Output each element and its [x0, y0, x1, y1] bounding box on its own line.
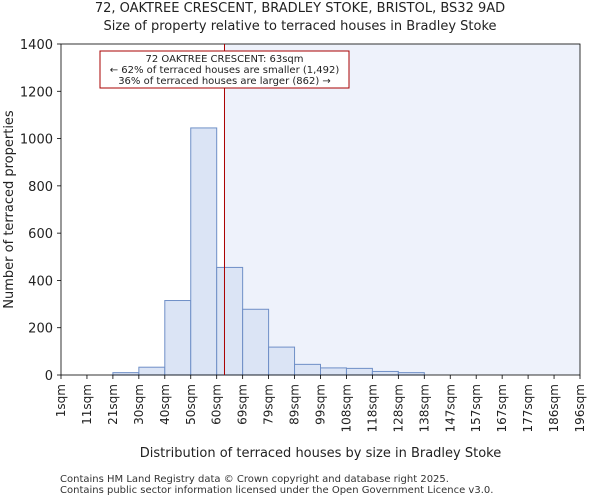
bar	[371, 370, 399, 376]
x-tick-label: 128sqm	[391, 384, 405, 432]
x-tick-label: 1sqm	[54, 384, 68, 417]
bar	[345, 367, 373, 376]
bar	[242, 308, 270, 376]
annotation-line-3: 36% of terraced houses are larger (862) …	[118, 76, 331, 87]
bar	[216, 266, 244, 376]
y-tick-label: 400	[28, 274, 53, 289]
y-tick-label: 200	[28, 322, 53, 337]
x-tick-label: 11sqm	[80, 384, 94, 425]
bar	[138, 366, 166, 376]
x-tick-label: 30sqm	[132, 384, 146, 425]
x-tick-label: 138sqm	[417, 384, 431, 432]
x-tick-label: 21sqm	[106, 384, 120, 425]
x-tick-label: 147sqm	[443, 384, 457, 432]
x-tick-label: 177sqm	[521, 384, 535, 432]
y-tick-label: 1200	[20, 85, 53, 100]
x-axis-label: Distribution of terraced houses by size …	[140, 446, 501, 461]
annotation-box	[99, 50, 350, 89]
bar	[320, 367, 347, 376]
x-tick-label: 196sqm	[573, 384, 587, 432]
x-tick-label: 157sqm	[469, 384, 483, 432]
bar	[190, 127, 218, 376]
bar	[294, 363, 321, 376]
y-tick-label: 600	[28, 227, 53, 242]
x-tick-label: 60sqm	[210, 384, 224, 425]
footer-licence: Contains public sector information licen…	[60, 485, 494, 496]
bar	[164, 300, 192, 376]
footer-copyright: Contains HM Land Registry data © Crown c…	[60, 474, 449, 485]
x-tick-label: 50sqm	[184, 384, 198, 425]
x-tick-label: 108sqm	[339, 384, 353, 432]
chart-title-address: 72, OAKTREE CRESCENT, BRADLEY STOKE, BRI…	[94, 1, 506, 16]
y-axis-label: Number of terraced properties	[2, 110, 17, 309]
x-tick-label: 89sqm	[288, 384, 302, 425]
annotation-line-1: 72 OAKTREE CRESCENT: 63sqm	[145, 54, 303, 65]
x-tick-label: 69sqm	[236, 384, 250, 425]
chart-title: Size of property relative to terraced ho…	[103, 19, 497, 34]
y-tick-label: 1000	[20, 133, 53, 148]
x-tick-label: 40sqm	[158, 384, 172, 425]
bar	[268, 346, 296, 376]
y-tick-label: 800	[28, 180, 53, 195]
highlight-region	[224, 44, 581, 375]
annotation-line-2: ← 62% of terraced houses are smaller (1,…	[110, 65, 340, 76]
x-tick-label: 79sqm	[262, 384, 276, 425]
x-tick-label: 167sqm	[495, 384, 509, 432]
x-tick-label: 186sqm	[547, 384, 561, 432]
y-tick-label: 0	[45, 369, 53, 384]
x-tick-label: 118sqm	[365, 384, 379, 432]
x-tick-label: 99sqm	[314, 384, 328, 425]
y-tick-label: 1400	[20, 38, 53, 53]
